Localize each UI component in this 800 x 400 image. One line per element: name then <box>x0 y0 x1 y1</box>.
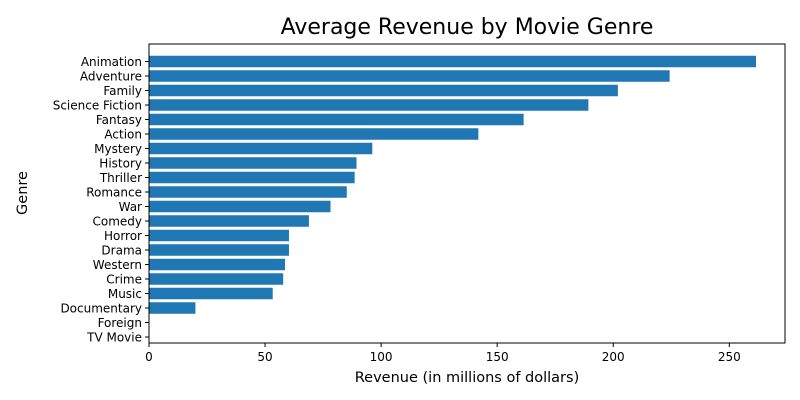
y-tick-label: Family <box>103 84 142 98</box>
x-axis-label: Revenue (in millions of dollars) <box>355 370 579 386</box>
y-tick-label: Documentary <box>60 301 142 315</box>
y-tick-label: Science Fiction <box>53 98 142 112</box>
bar-music <box>149 287 273 300</box>
y-tick-label: Horror <box>104 229 142 243</box>
y-tick-label: Adventure <box>80 69 142 83</box>
bar-crime <box>149 273 284 285</box>
y-tick-label: Action <box>104 127 142 141</box>
bar-action <box>149 128 479 140</box>
x-tick-label: 150 <box>486 350 509 364</box>
y-tick-label: Crime <box>106 272 142 286</box>
y-tick-label: Thriller <box>99 171 142 185</box>
x-tick-label: 100 <box>370 350 393 364</box>
y-tick-label: Fantasy <box>96 113 142 127</box>
x-tick-label: 50 <box>257 350 272 364</box>
bars <box>149 55 756 314</box>
bar-history <box>149 157 357 169</box>
bar-fantasy <box>149 113 524 126</box>
y-tick-label: Romance <box>86 185 142 199</box>
y-tick-label: Music <box>108 287 142 301</box>
chart-title: Average Revenue by Movie Genre <box>281 15 654 40</box>
x-axis-ticks: 0 50 100 150 200 250 <box>145 343 741 364</box>
bar-horror <box>149 229 289 242</box>
bar-documentary <box>149 302 196 314</box>
plot-frame <box>148 43 786 344</box>
bar-science-fiction <box>149 99 589 111</box>
bar-thriller <box>149 171 355 184</box>
bar-family <box>149 84 618 97</box>
y-tick-label: Mystery <box>94 142 142 156</box>
y-tick-label: Foreign <box>98 316 142 330</box>
y-tick-label: Animation <box>81 55 142 69</box>
bar-adventure <box>149 70 670 82</box>
bar-western <box>149 258 286 271</box>
y-tick-label: History <box>99 156 142 170</box>
y-tick-label: TV Movie <box>86 330 142 344</box>
x-tick-label: 200 <box>602 350 625 364</box>
x-tick-label: 250 <box>718 350 741 364</box>
x-tick-label: 0 <box>145 350 153 364</box>
bar-comedy <box>149 215 309 227</box>
bar-war <box>149 200 331 213</box>
y-tick-label: Western <box>93 258 142 272</box>
bar-mystery <box>149 142 373 155</box>
bar-romance <box>149 186 347 198</box>
y-tick-label: Comedy <box>92 214 142 228</box>
y-tick-label: War <box>119 200 142 214</box>
bar-animation <box>149 55 756 68</box>
y-tick-label: Drama <box>101 243 142 257</box>
bar-drama <box>149 244 289 256</box>
y-axis-label: Genre <box>15 171 31 215</box>
